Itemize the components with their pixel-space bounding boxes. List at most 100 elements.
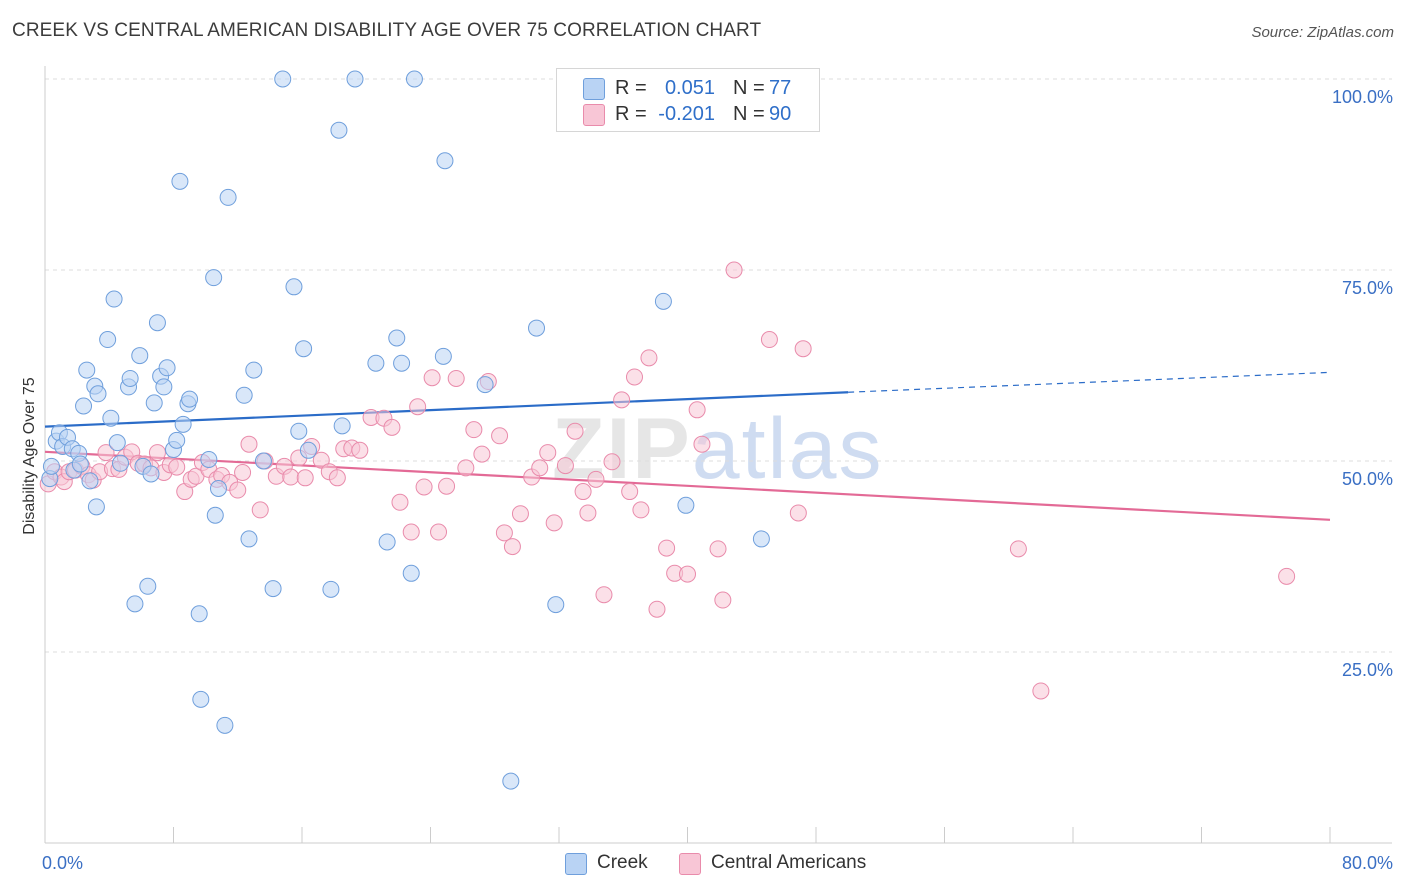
creek-point (290, 422, 308, 440)
central-americans-point (789, 504, 807, 522)
y-axis-label: Disability Age Over 75 (21, 377, 38, 535)
creek-point (388, 329, 406, 347)
n-label: N = (733, 77, 765, 99)
creek-point (547, 596, 565, 614)
central-americans-point (587, 470, 605, 488)
central-americans-point (430, 523, 448, 541)
central-americans-point (409, 398, 427, 416)
creek-point (102, 409, 120, 427)
central-americans-point (511, 505, 529, 523)
central-americans-point (251, 501, 269, 519)
central-americans-point (402, 523, 420, 541)
creek-point (99, 331, 117, 349)
creek-point (502, 772, 520, 790)
creek-point (155, 378, 173, 396)
source-credit: Source: ZipAtlas.com (1251, 24, 1394, 41)
central-americans-point (574, 483, 592, 501)
central-americans-point (438, 477, 456, 495)
creek-point (405, 70, 423, 88)
creek-point (752, 530, 770, 548)
creek-point (299, 441, 317, 459)
legend-label-central-americans: Central Americans (711, 852, 867, 873)
creek-point (105, 290, 123, 308)
central-americans-point (391, 493, 409, 511)
creek-point (378, 533, 396, 551)
creek-point (205, 269, 223, 287)
creek-point (174, 415, 192, 433)
creek-point (181, 390, 199, 408)
central-americans-point (693, 435, 711, 453)
central-americans-point (760, 331, 778, 349)
creek-point (322, 580, 340, 598)
creek-point (402, 564, 420, 582)
central-americans-point (240, 435, 258, 453)
central-americans-point (539, 444, 557, 462)
central-americans-point (545, 514, 563, 532)
creek-points (41, 70, 770, 790)
creek-point (654, 292, 672, 310)
central-americans-point (603, 453, 621, 471)
central-americans-point (383, 418, 401, 436)
central-americans-point (579, 504, 597, 522)
creek-point (330, 121, 348, 139)
r-value: 0.051 (664, 77, 715, 99)
central-americans-point (234, 463, 252, 481)
central-americans-point (328, 469, 346, 487)
x-tick-label-min: 0.0% (42, 853, 83, 873)
central-americans-point (556, 457, 574, 475)
creek-point (434, 347, 452, 365)
central-americans-point (503, 538, 521, 556)
central-americans-points (39, 261, 1296, 700)
creek-point (121, 369, 139, 387)
creek-point (142, 465, 160, 483)
central-americans-point (688, 401, 706, 419)
central-americans-point (473, 445, 491, 463)
creek-point (78, 361, 96, 379)
creek-point (190, 605, 208, 623)
creek-point (139, 577, 157, 595)
creek-point (240, 530, 258, 548)
creek-point (254, 452, 272, 470)
creek-trend-line (44, 391, 849, 428)
central-americans-point (229, 481, 247, 499)
creek-point (89, 385, 107, 403)
watermark-zip: ZIP (552, 401, 692, 497)
central-americans-point (531, 459, 549, 477)
creek-point (126, 595, 144, 613)
creek-point (81, 472, 99, 490)
central-americans-point (613, 391, 631, 409)
creek-point (145, 394, 163, 412)
central-americans-point (465, 421, 483, 439)
central-americans-point (351, 441, 369, 459)
central-americans-point (296, 469, 314, 487)
central-americans-point (621, 483, 639, 501)
creek-point (87, 498, 105, 516)
creek-point (111, 454, 129, 472)
creek-point (346, 70, 364, 88)
n-label: N = (733, 103, 765, 125)
central-americans-point (148, 444, 166, 462)
creek-swatch (565, 853, 587, 875)
creek-point (42, 457, 60, 475)
creek-point (108, 434, 126, 452)
central-americans-point (725, 261, 743, 279)
creek-point (367, 354, 385, 372)
central-americans-point (1032, 682, 1050, 700)
creek-point (171, 172, 189, 190)
creek-trend-extension (848, 371, 1331, 393)
x-tick-label-max: 80.0% (1342, 853, 1393, 873)
creek-point (245, 361, 263, 379)
creek-point (148, 314, 166, 332)
central-swatch (583, 104, 605, 126)
creek-point (528, 319, 546, 337)
central-americans-point (679, 565, 696, 583)
n-value: 90 (769, 103, 792, 125)
y-tick-label: 75.0% (1342, 278, 1393, 298)
correlation-legend: R = 0.051 N = 77 R = -0.201 N = 90 (556, 68, 820, 132)
central-americans-point (794, 340, 812, 358)
central-americans-point (648, 600, 666, 618)
central-americans-point (282, 468, 300, 486)
legend-row-creek: R = 0.051 N = 77 (557, 75, 819, 101)
tick-labels: 25.0% 50.0% 75.0% 100.0% 0.0% 80.0% (42, 87, 1393, 873)
